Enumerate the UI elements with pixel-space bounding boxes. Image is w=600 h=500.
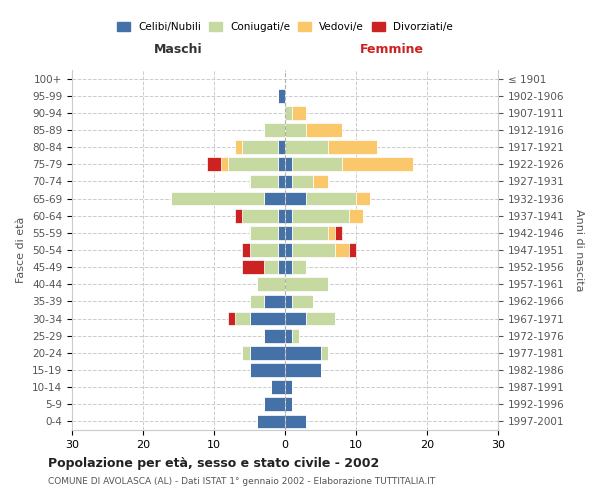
Bar bbox=[307, 123, 342, 137]
Bar bbox=[264, 123, 285, 137]
Bar bbox=[257, 278, 285, 291]
Bar bbox=[328, 226, 335, 239]
Bar bbox=[242, 140, 278, 154]
Bar bbox=[292, 294, 313, 308]
Bar bbox=[342, 158, 413, 171]
Bar bbox=[242, 346, 250, 360]
Bar bbox=[264, 329, 285, 342]
Bar bbox=[285, 329, 292, 342]
Bar bbox=[349, 209, 363, 222]
Bar bbox=[278, 89, 285, 102]
Bar bbox=[250, 174, 278, 188]
Bar bbox=[207, 158, 221, 171]
Bar bbox=[307, 312, 335, 326]
Bar bbox=[250, 363, 285, 377]
Bar bbox=[285, 414, 307, 428]
Bar bbox=[285, 363, 320, 377]
Bar bbox=[250, 294, 264, 308]
Bar bbox=[307, 192, 356, 205]
Y-axis label: Fasce di età: Fasce di età bbox=[16, 217, 26, 283]
Bar bbox=[292, 260, 307, 274]
Bar bbox=[292, 243, 335, 257]
Bar bbox=[285, 174, 292, 188]
Bar bbox=[264, 294, 285, 308]
Bar bbox=[242, 243, 250, 257]
Bar bbox=[278, 209, 285, 222]
Bar bbox=[235, 140, 242, 154]
Bar bbox=[356, 192, 370, 205]
Bar bbox=[285, 294, 292, 308]
Bar bbox=[250, 243, 278, 257]
Bar bbox=[242, 209, 278, 222]
Bar bbox=[285, 278, 328, 291]
Bar bbox=[264, 260, 278, 274]
Bar bbox=[235, 209, 242, 222]
Bar bbox=[285, 226, 292, 239]
Y-axis label: Anni di nascita: Anni di nascita bbox=[574, 209, 584, 291]
Bar bbox=[228, 158, 278, 171]
Text: COMUNE DI AVOLASCA (AL) - Dati ISTAT 1° gennaio 2002 - Elaborazione TUTTITALIA.I: COMUNE DI AVOLASCA (AL) - Dati ISTAT 1° … bbox=[48, 478, 435, 486]
Bar bbox=[264, 398, 285, 411]
Bar bbox=[285, 209, 292, 222]
Bar bbox=[292, 106, 307, 120]
Bar bbox=[285, 140, 328, 154]
Bar bbox=[221, 158, 228, 171]
Bar bbox=[285, 243, 292, 257]
Bar bbox=[292, 174, 313, 188]
Bar bbox=[313, 174, 328, 188]
Bar bbox=[271, 380, 285, 394]
Bar bbox=[285, 260, 292, 274]
Bar bbox=[285, 312, 307, 326]
Text: Femmine: Femmine bbox=[359, 42, 424, 56]
Text: Popolazione per età, sesso e stato civile - 2002: Popolazione per età, sesso e stato civil… bbox=[48, 458, 379, 470]
Bar bbox=[250, 312, 285, 326]
Bar bbox=[228, 312, 235, 326]
Bar bbox=[285, 380, 292, 394]
Bar bbox=[250, 346, 285, 360]
Bar bbox=[292, 158, 342, 171]
Bar bbox=[278, 243, 285, 257]
Bar bbox=[285, 398, 292, 411]
Bar bbox=[264, 192, 285, 205]
Bar bbox=[285, 158, 292, 171]
Bar bbox=[278, 158, 285, 171]
Bar bbox=[320, 346, 328, 360]
Bar bbox=[242, 260, 264, 274]
Bar bbox=[328, 140, 377, 154]
Bar bbox=[292, 209, 349, 222]
Bar bbox=[278, 226, 285, 239]
Bar bbox=[349, 243, 356, 257]
Bar bbox=[335, 243, 349, 257]
Bar bbox=[285, 192, 307, 205]
Text: Maschi: Maschi bbox=[154, 42, 203, 56]
Bar bbox=[285, 106, 292, 120]
Bar bbox=[285, 346, 320, 360]
Bar bbox=[172, 192, 264, 205]
Bar bbox=[278, 140, 285, 154]
Bar bbox=[250, 226, 278, 239]
Bar bbox=[292, 329, 299, 342]
Bar bbox=[278, 260, 285, 274]
Bar bbox=[278, 174, 285, 188]
Bar bbox=[292, 226, 328, 239]
Bar bbox=[257, 414, 285, 428]
Bar bbox=[235, 312, 250, 326]
Bar bbox=[285, 123, 307, 137]
Bar bbox=[335, 226, 342, 239]
Legend: Celibi/Nubili, Coniugati/e, Vedovi/e, Divorziati/e: Celibi/Nubili, Coniugati/e, Vedovi/e, Di… bbox=[113, 18, 457, 36]
